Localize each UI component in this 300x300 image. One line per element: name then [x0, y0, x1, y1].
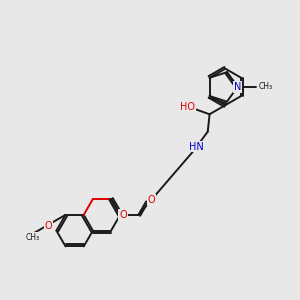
Text: O: O — [119, 210, 127, 220]
Text: CH₃: CH₃ — [258, 82, 272, 91]
Text: N: N — [234, 82, 241, 92]
Text: O: O — [44, 221, 52, 231]
Text: CH₃: CH₃ — [25, 233, 39, 242]
Text: O: O — [148, 195, 155, 205]
Text: HO: HO — [180, 102, 195, 112]
Text: HN: HN — [189, 142, 203, 152]
